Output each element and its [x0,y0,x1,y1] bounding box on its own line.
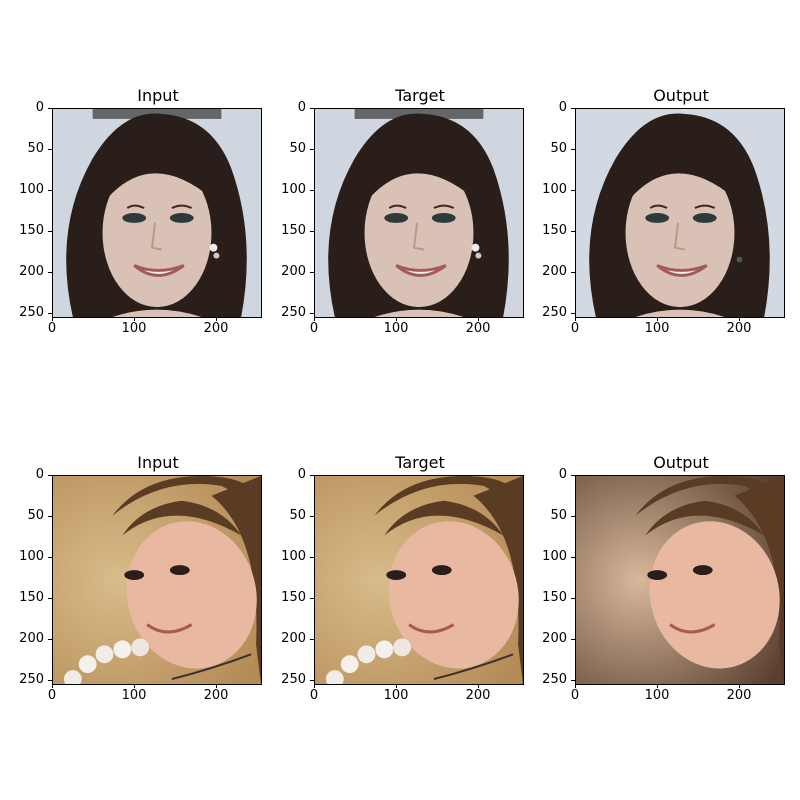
y-tick-label: 50 [537,509,575,523]
y-tick-label: 200 [276,265,314,279]
x-tick-label: 200 [719,317,759,336]
x-tick-label: 100 [637,317,677,336]
x-tick-label: 200 [196,317,236,336]
x-tick-label: 0 [32,317,72,336]
image-panel: Target 0 50 100 150 200 250 0 100 200 [262,453,524,783]
image-panel: Output 0 50 100 150 200 250 0 100 200 [523,453,785,783]
y-tick-label: 200 [276,632,314,646]
x-tick-label: 100 [114,317,154,336]
y-tick-label: 50 [276,509,314,523]
y-tick-label: 100 [276,550,314,564]
y-tick-label: 150 [14,224,52,238]
image-panel: Input 0 50 100 150 200 250 0 100 200 [0,453,262,783]
y-tick-label: 0 [14,101,52,115]
image-panel: Target 0 50 100 150 200 250 0 100 200 [262,86,524,416]
y-tick-label: 100 [276,183,314,197]
y-tick-label: 150 [276,591,314,605]
panel-title: Target [395,86,445,105]
face-image [314,475,524,685]
x-tick-label: 200 [458,684,498,703]
y-tick-label: 200 [537,632,575,646]
y-tick-label: 150 [537,591,575,605]
face-image [575,475,785,685]
y-tick-label: 100 [14,550,52,564]
y-tick-label: 0 [14,468,52,482]
x-tick-label: 100 [376,684,416,703]
y-tick-label: 250 [537,306,575,320]
x-tick-label: 0 [555,684,595,703]
y-tick-label: 200 [14,632,52,646]
y-tick-label: 100 [14,183,52,197]
x-tick-label: 100 [114,684,154,703]
image-panel: Output 0 50 100 150 200 250 0 100 200 [523,86,785,416]
y-tick-label: 100 [537,550,575,564]
x-tick-label: 0 [32,684,72,703]
y-tick-label: 250 [14,673,52,687]
face-image [314,108,524,318]
y-tick-label: 0 [537,468,575,482]
y-tick-label: 200 [537,265,575,279]
y-tick-label: 250 [276,306,314,320]
panel-title: Input [137,453,179,472]
y-tick-label: 200 [14,265,52,279]
y-tick-label: 0 [276,101,314,115]
y-tick-label: 250 [276,673,314,687]
y-tick-label: 150 [14,591,52,605]
panel-title: Target [395,453,445,472]
y-tick-label: 50 [537,142,575,156]
y-tick-label: 50 [14,509,52,523]
y-tick-label: 100 [537,183,575,197]
x-tick-label: 200 [719,684,759,703]
face-image [575,108,785,318]
y-tick-label: 150 [276,224,314,238]
y-tick-label: 250 [14,306,52,320]
panel-title: Output [653,453,709,472]
x-tick-label: 100 [637,684,677,703]
x-tick-label: 0 [555,317,595,336]
y-tick-label: 0 [537,101,575,115]
face-image [52,475,262,685]
x-tick-label: 200 [196,684,236,703]
image-panel: Input 0 50 100 150 200 250 0 100 200 [0,86,262,416]
x-tick-label: 200 [458,317,498,336]
face-image [52,108,262,318]
x-tick-label: 0 [294,684,334,703]
y-tick-label: 50 [14,142,52,156]
x-tick-label: 0 [294,317,334,336]
x-tick-label: 100 [376,317,416,336]
y-tick-label: 150 [537,224,575,238]
y-tick-label: 50 [276,142,314,156]
panel-title: Input [137,86,179,105]
y-tick-label: 0 [276,468,314,482]
panel-title: Output [653,86,709,105]
y-tick-label: 250 [537,673,575,687]
